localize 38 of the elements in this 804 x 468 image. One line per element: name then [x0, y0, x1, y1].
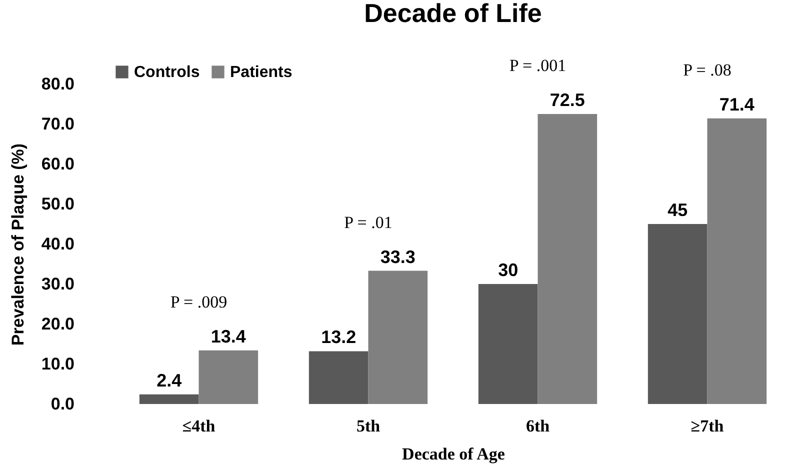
y-tick-label: 80.0	[41, 74, 74, 94]
x-axis-title: Decade of Age	[402, 444, 506, 464]
data-label: 13.4	[210, 326, 246, 346]
data-label: 30	[498, 260, 518, 280]
x-tick-label: ≤4th	[182, 416, 216, 436]
bar	[308, 351, 368, 404]
y-tick-label: 70.0	[41, 114, 74, 134]
chart-title: Decade of Life	[364, 0, 542, 28]
data-label: 71.4	[719, 94, 754, 114]
bar	[478, 284, 538, 404]
x-tick-label: ≥7th	[690, 416, 724, 436]
data-label: 45	[668, 200, 688, 220]
data-label: 2.4	[156, 370, 182, 390]
text: P = .08	[683, 60, 732, 80]
bar	[648, 224, 708, 404]
bar	[139, 394, 199, 404]
y-tick-label: 40.0	[41, 234, 74, 254]
data-label: 13.2	[321, 327, 356, 348]
annotation: P = .01	[344, 212, 392, 232]
bar	[538, 114, 598, 404]
y-tick-label: 50.0	[41, 194, 74, 214]
legend-label: Controls	[134, 64, 200, 81]
x-tick-label: 6th	[526, 416, 550, 436]
annotation: P = .009	[170, 292, 228, 312]
data-label: 33.3	[380, 246, 416, 267]
data-label: 72.5	[550, 90, 585, 110]
legend-label: Patients	[230, 64, 292, 81]
x-tick-label: 5th	[356, 416, 381, 436]
bar	[707, 118, 767, 404]
text: P = .001	[509, 56, 566, 75]
y-tick-label: 30.0	[41, 274, 74, 294]
y-tick-label: 10.0	[41, 354, 74, 374]
y-tick-label: 0.0	[50, 394, 74, 414]
bar	[198, 350, 258, 404]
y-tick-label: 20.0	[41, 314, 74, 334]
y-axis-title: Prevalence of Plaque (%)	[8, 143, 28, 346]
y-tick-label: 60.0	[41, 154, 74, 174]
bar	[368, 270, 428, 404]
